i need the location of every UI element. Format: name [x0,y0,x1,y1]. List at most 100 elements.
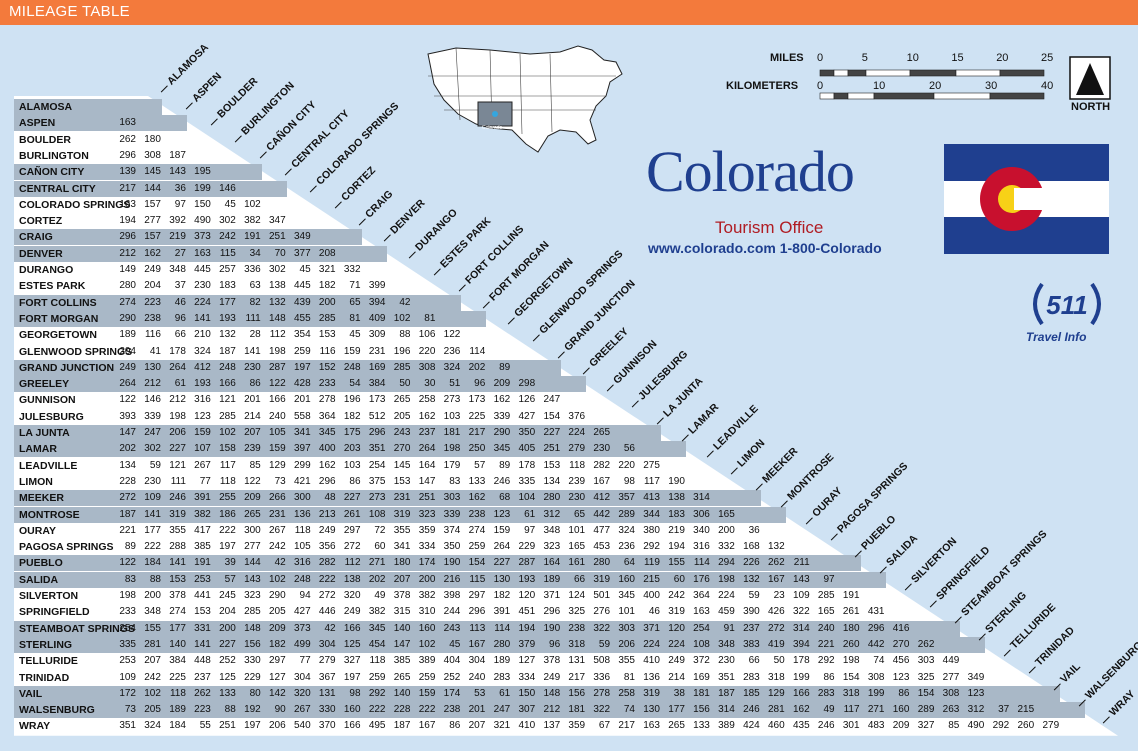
distance-cell: 46 [174,296,186,308]
distance-cell: 57 [474,459,486,471]
distance-cell: 61 [174,378,186,390]
distance-cell: 270 [892,638,910,650]
distance-cell: 292 [643,541,660,553]
distance-cell: 205 [393,410,411,422]
distance-cell: 159 [493,524,511,536]
distance-cell: 164 [543,557,561,569]
distance-cell: 379 [518,638,536,650]
distance-cell: 263 [942,704,960,716]
distance-cell: 90 [274,704,286,716]
distance-cell: 348 [718,638,735,650]
distance-cell: 46 [648,606,660,618]
distance-cell: 279 [568,443,586,455]
distance-cell: 111 [170,475,186,487]
distance-cell: 167 [593,475,611,487]
distance-cell: 319 [169,508,186,520]
distance-cell: 460 [768,720,785,732]
distance-cell: 233 [318,378,336,390]
distance-cell: 163 [194,247,211,259]
distance-cell: 42 [324,622,336,634]
distance-cell: 378 [543,655,561,667]
distance-cell: 66 [174,329,186,341]
distance-cell: 446 [318,606,336,618]
distance-cell: 318 [842,687,860,699]
row-band [14,99,162,115]
distance-cell: 209 [269,622,286,634]
distance-cell: 351 [718,671,735,683]
distance-cell: 148 [269,312,286,324]
distance-cell: 53 [474,687,486,699]
distance-cell: 404 [443,655,461,667]
distance-cell: 201 [293,394,311,406]
distance-cell: 113 [469,622,486,634]
distance-cell: 306 [693,508,710,520]
distance-cell: 558 [293,410,311,422]
distance-cell: 157 [144,231,161,243]
distance-cell: 501 [593,590,611,601]
row-band [14,180,287,197]
distance-cell: 312 [967,704,985,716]
distance-cell: 344 [643,508,660,520]
distance-cell: 372 [693,655,710,667]
distance-cell: 273 [443,394,461,406]
row-city-name: BOULDER [19,133,71,146]
distance-cell: 246 [743,704,760,716]
distance-cell: 133 [219,687,236,699]
distance-cell: 141 [244,345,261,357]
distance-cell: 283 [493,671,511,683]
distance-cell: 212 [119,247,136,259]
distance-cell: 290 [493,427,511,438]
distance-cell: 88 [224,704,236,716]
distance-cell: 278 [593,687,611,699]
distance-cell: 285 [817,590,835,601]
distance-cell: 185 [743,687,760,699]
distance-cell: 228 [393,704,411,716]
distance-cell: 165 [568,541,586,553]
row-band [14,376,587,393]
scale-miles-segment [865,69,911,77]
distance-cell: 427 [518,410,536,422]
column-dash [755,483,763,491]
distance-cell: 180 [144,133,161,145]
distance-cell: 272 [119,492,136,504]
distance-cell: 184 [144,557,161,569]
distance-cell: 154 [917,687,935,699]
distance-cell: 81 [424,312,436,324]
distance-cell: 442 [593,508,611,520]
distance-cell: 282 [318,557,336,569]
distance-cell: 205 [269,606,286,618]
distance-cell: 187 [718,687,735,699]
distance-cell: 166 [792,687,810,699]
distance-cell: 83 [449,475,461,487]
distance-cell: 355 [393,524,411,536]
distance-cell: 163 [693,606,710,618]
distance-cell: 441 [194,590,211,601]
distance-cell: 118 [169,687,186,699]
distance-cell: 89 [499,459,511,471]
distance-cell: 77 [199,475,211,487]
row-city-name: GRAND JUNCTION [19,361,115,374]
row-city-name: DURANGO [19,264,74,276]
distance-cell: 264 [169,361,186,373]
distance-cell: 384 [368,378,386,390]
distance-cell: 229 [518,541,536,553]
distance-cell: 251 [543,443,561,455]
row-city-name: STEAMBOAT SPRINGS [19,622,135,635]
distance-cell: 37 [174,280,186,292]
page-title: MILEAGE TABLE [9,3,130,20]
distance-cell: 224 [568,427,586,438]
distance-cell: 42 [399,296,411,308]
column-dash [309,184,317,192]
distance-cell: 296 [543,606,561,618]
distance-cell: 303 [618,622,635,634]
distance-cell: 279 [318,655,336,667]
row-city-name: SALIDA [19,573,59,586]
column-dash [383,234,391,242]
distance-cell: 264 [418,443,436,455]
distance-cell: 351 [368,443,386,455]
row-band [14,441,686,458]
distance-cell: 163 [119,198,136,210]
row-city-name: GEORGETOWN [19,329,97,342]
colorado-logo: Colorado [646,139,855,204]
distance-cell: 178 [169,345,186,357]
